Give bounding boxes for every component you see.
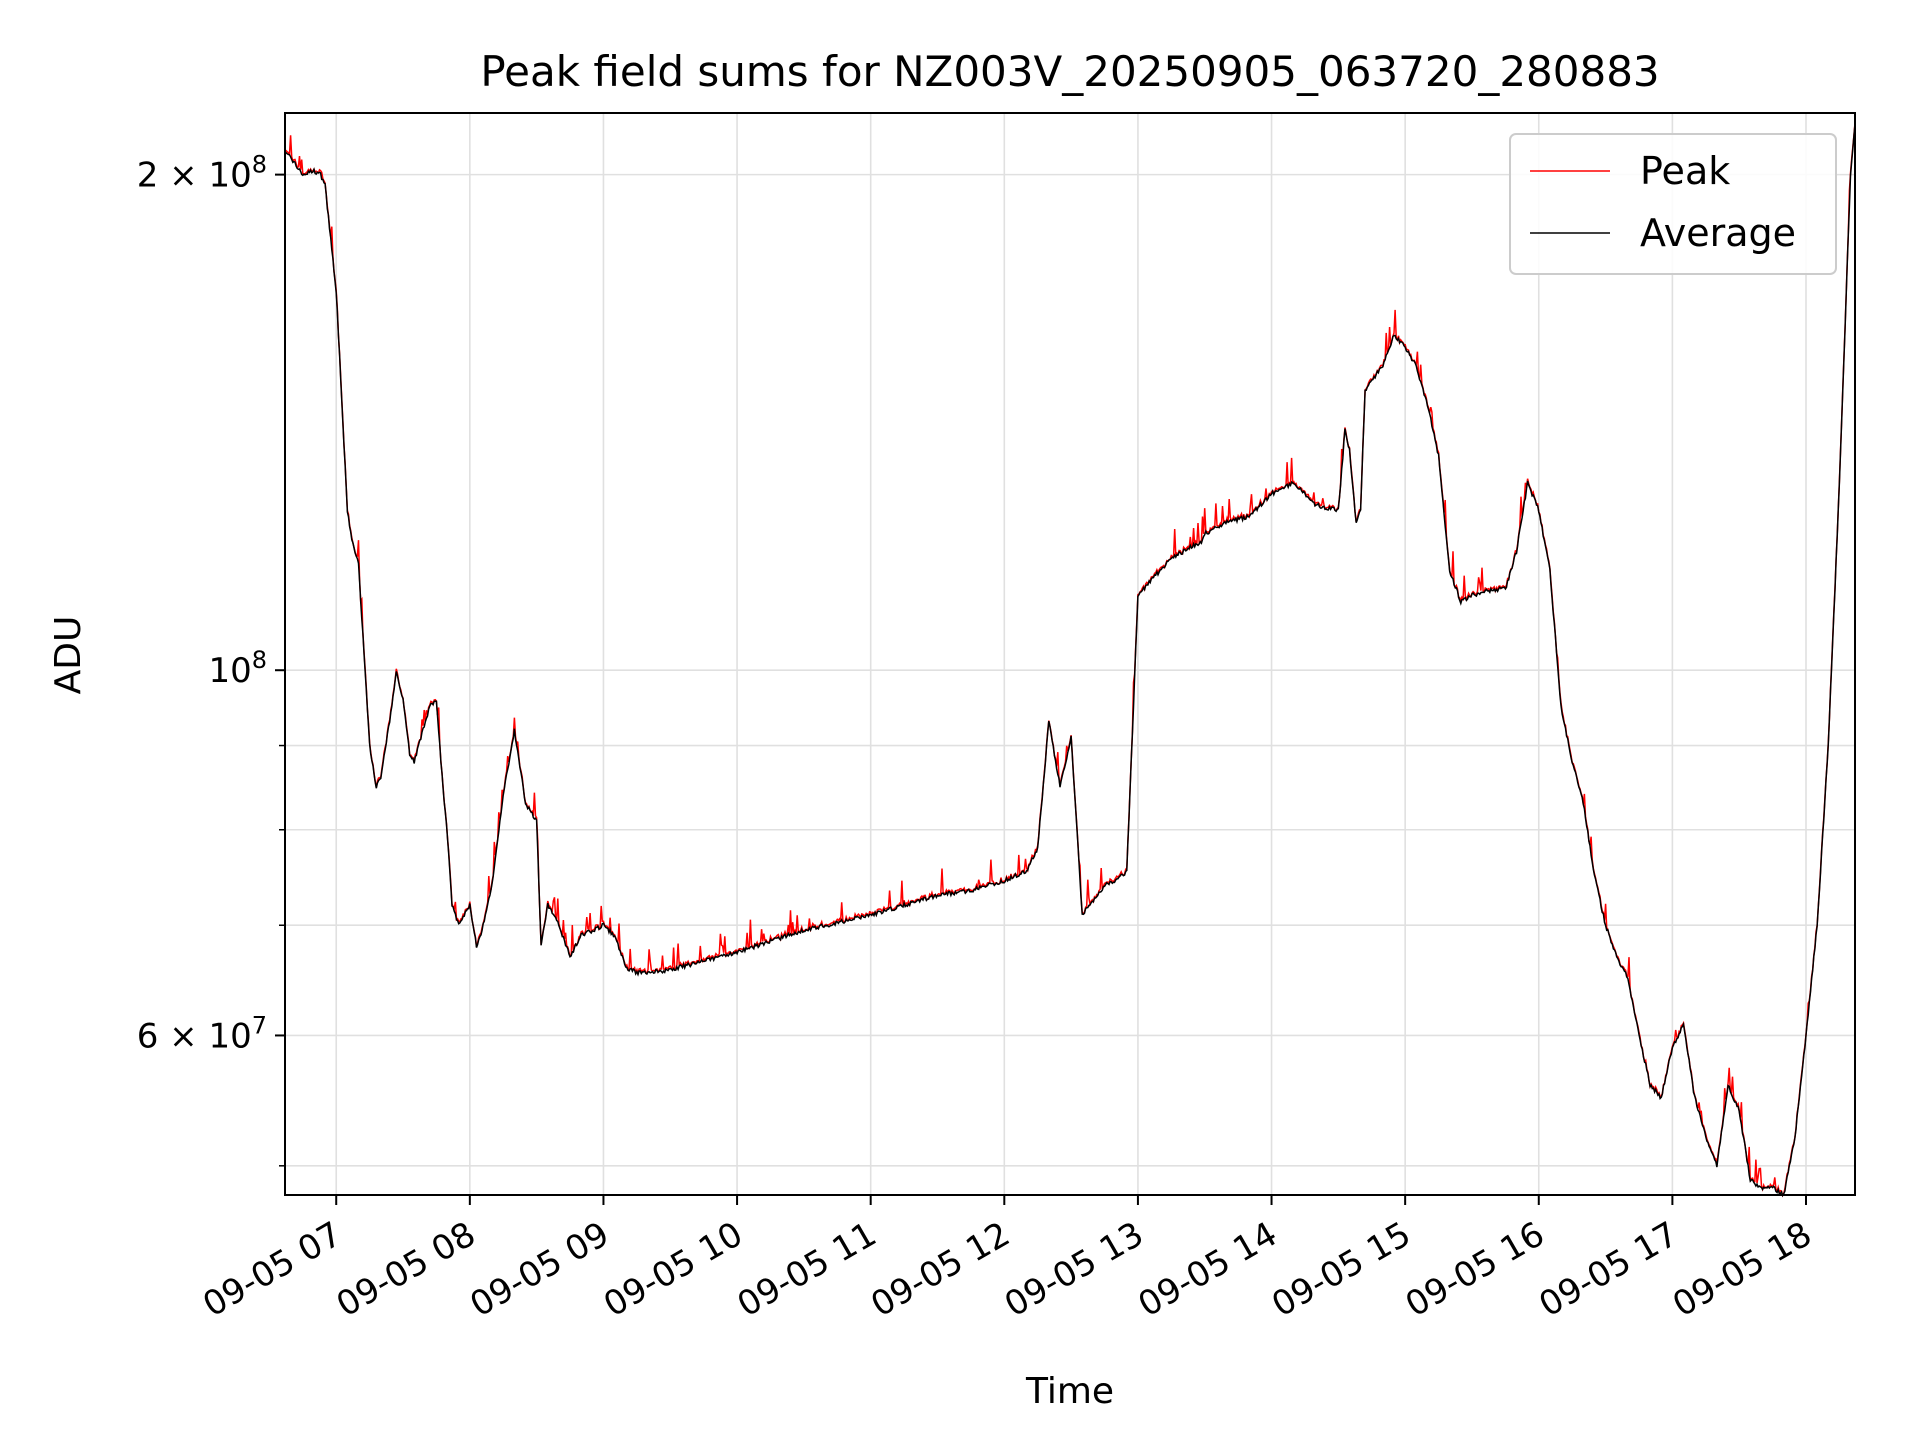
y-tick-label: 6 × 107: [137, 1011, 267, 1056]
y-tick-label: 108: [208, 646, 267, 691]
legend-peak-label: Peak: [1640, 149, 1730, 193]
series-layer: [284, 122, 1856, 1198]
legend-box: [1509, 133, 1837, 275]
x-axis-label: Time: [1025, 1371, 1114, 1412]
y-tick-label: 2 × 108: [137, 151, 267, 196]
y-axis-ticks: 2 × 108 108 6 × 107: [137, 151, 285, 1167]
legend-average-label: Average: [1640, 211, 1796, 255]
series-line-average: [284, 124, 1856, 1198]
gridlines: [285, 113, 1855, 1195]
legend: Peak Average: [1509, 133, 1837, 275]
plot-frame: [284, 112, 1856, 1196]
y-axis-label: ADU: [48, 616, 89, 695]
chart-title: Peak field sums for NZ003V_20250905_0637…: [480, 47, 1659, 96]
